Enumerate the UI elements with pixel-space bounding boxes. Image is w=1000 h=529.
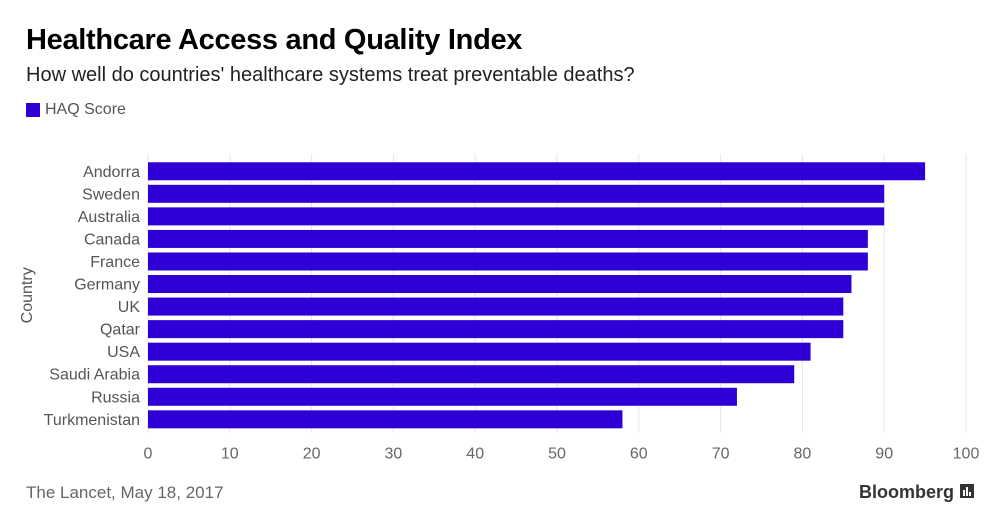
y-tick-label: UK bbox=[118, 299, 141, 316]
bar bbox=[148, 387, 737, 406]
x-tick-label: 80 bbox=[794, 446, 812, 463]
bar bbox=[148, 320, 844, 339]
y-tick-label: Canada bbox=[84, 231, 140, 248]
y-tick-label: Russia bbox=[91, 389, 140, 406]
x-tick-label: 0 bbox=[144, 446, 153, 463]
bar bbox=[148, 184, 885, 203]
source-note: The Lancet, May 18, 2017 bbox=[26, 483, 224, 502]
y-tick-label: Sweden bbox=[82, 186, 140, 203]
y-tick-label: Australia bbox=[78, 209, 140, 226]
x-tick-label: 70 bbox=[712, 446, 730, 463]
bar bbox=[148, 275, 852, 294]
bar-chart-icon bbox=[960, 482, 974, 503]
y-tick-label: USA bbox=[107, 344, 140, 361]
legend-label: HAQ Score bbox=[45, 101, 126, 118]
bar bbox=[148, 297, 844, 316]
x-tick-label: 20 bbox=[303, 446, 321, 463]
x-tick-label: 40 bbox=[466, 446, 484, 463]
y-tick-label: Qatar bbox=[100, 322, 141, 339]
bar bbox=[148, 162, 926, 181]
x-tick-label: 10 bbox=[221, 446, 239, 463]
brand-name: Bloomberg bbox=[858, 482, 954, 502]
x-tick-label: 30 bbox=[385, 446, 403, 463]
chart-title: Healthcare Access and Quality Index bbox=[26, 24, 523, 56]
legend: HAQ Score bbox=[26, 101, 126, 119]
y-tick-label: Saudi Arabia bbox=[49, 367, 140, 384]
chart-subtitle: How well do countries' healthcare system… bbox=[26, 64, 635, 86]
legend-swatch bbox=[26, 103, 40, 117]
brand-logo: Bloomberg bbox=[859, 482, 974, 503]
x-tick-label: 90 bbox=[875, 446, 893, 463]
bar bbox=[148, 207, 885, 226]
y-tick-label: Andorra bbox=[83, 164, 140, 181]
bar bbox=[148, 229, 868, 248]
y-axis-label: Country bbox=[19, 267, 36, 323]
x-tick-label: 60 bbox=[630, 446, 648, 463]
bar bbox=[148, 410, 623, 429]
bar bbox=[148, 342, 811, 361]
bar bbox=[148, 365, 795, 384]
y-tick-label: France bbox=[90, 254, 140, 271]
bar bbox=[148, 252, 868, 271]
x-tick-label: 50 bbox=[548, 446, 566, 463]
y-tick-label: Germany bbox=[74, 277, 140, 294]
y-tick-label: Turkmenistan bbox=[44, 412, 140, 429]
x-tick-label: 100 bbox=[953, 446, 980, 463]
bar-chart: 0 10 20 30 40 50 60 70 80 90 100 Andorra Sweden Austr… bbox=[19, 154, 980, 463]
